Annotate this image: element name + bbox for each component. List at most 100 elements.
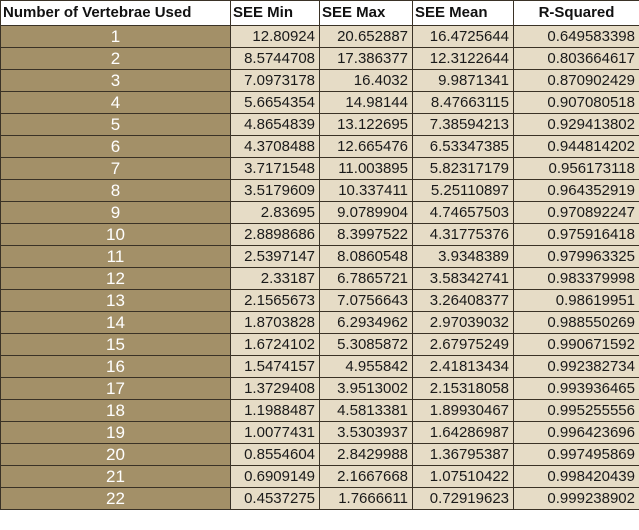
cell-vertebrae-count: 4 — [0, 91, 231, 114]
cell-see-min: 2.33187 — [230, 267, 320, 290]
cell-see-min: 4.8654839 — [230, 113, 320, 136]
cell-vertebrae-count: 12 — [0, 267, 231, 290]
cell-see-min: 5.6654354 — [230, 91, 320, 114]
cell-vertebrae-count: 1 — [0, 25, 231, 48]
cell-see-mean: 6.53347385 — [412, 135, 514, 158]
cell-see-mean: 2.15318058 — [412, 377, 514, 400]
cell-r-squared: 0.649583398 — [513, 25, 639, 48]
table-row: 7 3.7171548 11.003895 5.82317179 0.956173118 — [0, 157, 639, 180]
cell-see-mean: 8.47663115 — [412, 91, 514, 114]
cell-see-max: 2.8429988 — [319, 443, 413, 466]
cell-r-squared: 0.995255556 — [513, 399, 639, 422]
cell-see-min: 1.6724102 — [230, 333, 320, 356]
cell-vertebrae-count: 8 — [0, 179, 231, 202]
cell-see-min: 7.0973178 — [230, 69, 320, 92]
cell-see-mean: 1.89930467 — [412, 399, 514, 422]
cell-see-min: 4.3708488 — [230, 135, 320, 158]
cell-see-max: 3.9513002 — [319, 377, 413, 400]
cell-see-min: 1.5474157 — [230, 355, 320, 378]
table-row: 21 0.6909149 2.1667668 1.07510422 0.99842043… — [0, 465, 639, 488]
cell-vertebrae-count: 9 — [0, 201, 231, 224]
cell-r-squared: 0.944814202 — [513, 135, 639, 158]
cell-see-max: 4.955842 — [319, 355, 413, 378]
cell-see-mean: 2.97039032 — [412, 311, 514, 334]
cell-vertebrae-count: 10 — [0, 223, 231, 246]
cell-see-mean: 3.58342741 — [412, 267, 514, 290]
cell-see-min: 8.5744708 — [230, 47, 320, 70]
cell-see-mean: 2.41813434 — [412, 355, 514, 378]
cell-r-squared: 0.975916418 — [513, 223, 639, 246]
table-row: 1 12.80924 20.652887 16.4725644 0.649583398 — [0, 25, 639, 48]
cell-r-squared: 0.803664617 — [513, 47, 639, 70]
header-see-mean: SEE Mean — [412, 0, 514, 26]
header-r-squared: R-Squared — [513, 0, 639, 26]
cell-see-mean: 2.67975249 — [412, 333, 514, 356]
cell-see-min: 12.80924 — [230, 25, 320, 48]
cell-see-max: 3.5303937 — [319, 421, 413, 444]
cell-see-max: 8.0860548 — [319, 245, 413, 268]
table-row: 20 0.8554604 2.8429988 1.36795387 0.99749586… — [0, 443, 639, 466]
table-row: 18 1.1988487 4.5813381 1.89930467 0.99525555… — [0, 399, 639, 422]
cell-vertebrae-count: 15 — [0, 333, 231, 356]
cell-see-max: 11.003895 — [319, 157, 413, 180]
cell-see-mean: 1.36795387 — [412, 443, 514, 466]
cell-r-squared: 0.907080518 — [513, 91, 639, 114]
cell-r-squared: 0.996423696 — [513, 421, 639, 444]
cell-vertebrae-count: 6 — [0, 135, 231, 158]
cell-vertebrae-count: 20 — [0, 443, 231, 466]
table-row: 11 2.5397147 8.0860548 3.9348389 0.979963325 — [0, 245, 639, 268]
cell-see-min: 0.4537275 — [230, 487, 320, 510]
table-row: 2 8.5744708 17.386377 12.3122644 0.803664617 — [0, 47, 639, 70]
cell-vertebrae-count: 11 — [0, 245, 231, 268]
cell-r-squared: 0.993936465 — [513, 377, 639, 400]
cell-see-min: 3.5179609 — [230, 179, 320, 202]
table-row: 16 1.5474157 4.955842 2.41813434 0.992382734 — [0, 355, 639, 378]
table-row: 15 1.6724102 5.3085872 2.67975249 0.99067159… — [0, 333, 639, 356]
cell-see-min: 3.7171548 — [230, 157, 320, 180]
cell-see-mean: 4.31775376 — [412, 223, 514, 246]
table-row: 10 2.8898686 8.3997522 4.31775376 0.97591641… — [0, 223, 639, 246]
vertebrae-see-table: Number of Vertebrae Used SEE Min SEE Max… — [0, 0, 639, 510]
cell-vertebrae-count: 13 — [0, 289, 231, 312]
table-row: 17 1.3729408 3.9513002 2.15318058 0.99393646… — [0, 377, 639, 400]
cell-r-squared: 0.98619951 — [513, 289, 639, 312]
cell-see-max: 1.7666611 — [319, 487, 413, 510]
cell-vertebrae-count: 19 — [0, 421, 231, 444]
cell-see-mean: 1.64286987 — [412, 421, 514, 444]
cell-see-min: 2.83695 — [230, 201, 320, 224]
header-vertebrae-used: Number of Vertebrae Used — [0, 0, 231, 26]
table-row: 13 2.1565673 7.0756643 3.26408377 0.98619951 — [0, 289, 639, 312]
cell-see-min: 1.8703828 — [230, 311, 320, 334]
cell-r-squared: 0.990671592 — [513, 333, 639, 356]
table-row: 4 5.6654354 14.98144 8.47663115 0.907080518 — [0, 91, 639, 114]
cell-see-max: 6.7865721 — [319, 267, 413, 290]
cell-see-mean: 4.74657503 — [412, 201, 514, 224]
cell-vertebrae-count: 21 — [0, 465, 231, 488]
cell-vertebrae-count: 3 — [0, 69, 231, 92]
cell-see-max: 4.5813381 — [319, 399, 413, 422]
cell-see-min: 2.5397147 — [230, 245, 320, 268]
cell-vertebrae-count: 17 — [0, 377, 231, 400]
cell-r-squared: 0.964352919 — [513, 179, 639, 202]
cell-see-max: 9.0789904 — [319, 201, 413, 224]
cell-r-squared: 0.979963325 — [513, 245, 639, 268]
cell-see-max: 5.3085872 — [319, 333, 413, 356]
cell-vertebrae-count: 14 — [0, 311, 231, 334]
cell-see-mean: 0.72919623 — [412, 487, 514, 510]
table-row: 14 1.8703828 6.2934962 2.97039032 0.98855026… — [0, 311, 639, 334]
cell-r-squared: 0.992382734 — [513, 355, 639, 378]
cell-see-max: 10.337411 — [319, 179, 413, 202]
cell-see-mean: 16.4725644 — [412, 25, 514, 48]
cell-vertebrae-count: 5 — [0, 113, 231, 136]
table-row: 6 4.3708488 12.665476 6.53347385 0.944814202 — [0, 135, 639, 158]
cell-r-squared: 0.870902429 — [513, 69, 639, 92]
cell-see-mean: 3.26408377 — [412, 289, 514, 312]
cell-see-min: 2.1565673 — [230, 289, 320, 312]
cell-see-max: 12.665476 — [319, 135, 413, 158]
cell-see-max: 16.4032 — [319, 69, 413, 92]
cell-see-min: 0.8554604 — [230, 443, 320, 466]
cell-r-squared: 0.999238902 — [513, 487, 639, 510]
header-see-min: SEE Min — [230, 0, 320, 26]
table-row: 5 4.8654839 13.122695 7.38594213 0.929413802 — [0, 113, 639, 136]
cell-see-max: 7.0756643 — [319, 289, 413, 312]
